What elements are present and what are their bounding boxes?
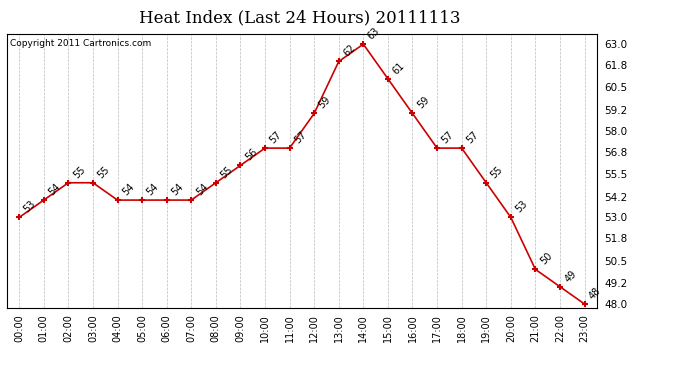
Text: 59: 59 [415, 95, 431, 111]
Text: 55: 55 [96, 164, 112, 180]
Text: 63: 63 [366, 26, 382, 41]
Text: 59: 59 [317, 95, 333, 111]
Text: 53: 53 [22, 199, 38, 214]
Text: 54: 54 [194, 182, 210, 197]
Text: 56: 56 [243, 147, 259, 163]
Text: Heat Index (Last 24 Hours) 20111113: Heat Index (Last 24 Hours) 20111113 [139, 9, 461, 26]
Text: 57: 57 [464, 129, 480, 146]
Text: 62: 62 [342, 43, 357, 59]
Text: 49: 49 [563, 268, 578, 284]
Text: 55: 55 [219, 164, 235, 180]
Text: 54: 54 [145, 182, 161, 197]
Text: 55: 55 [71, 164, 87, 180]
Text: 48: 48 [587, 285, 603, 301]
Text: 54: 54 [170, 182, 186, 197]
Text: 54: 54 [120, 182, 136, 197]
Text: 61: 61 [391, 60, 406, 76]
Text: 57: 57 [268, 129, 284, 146]
Text: 55: 55 [489, 164, 505, 180]
Text: 50: 50 [538, 251, 554, 267]
Text: 53: 53 [513, 199, 529, 214]
Text: 54: 54 [46, 182, 62, 197]
Text: 57: 57 [440, 129, 456, 146]
Text: Copyright 2011 Cartronics.com: Copyright 2011 Cartronics.com [10, 39, 151, 48]
Text: 57: 57 [293, 129, 308, 146]
